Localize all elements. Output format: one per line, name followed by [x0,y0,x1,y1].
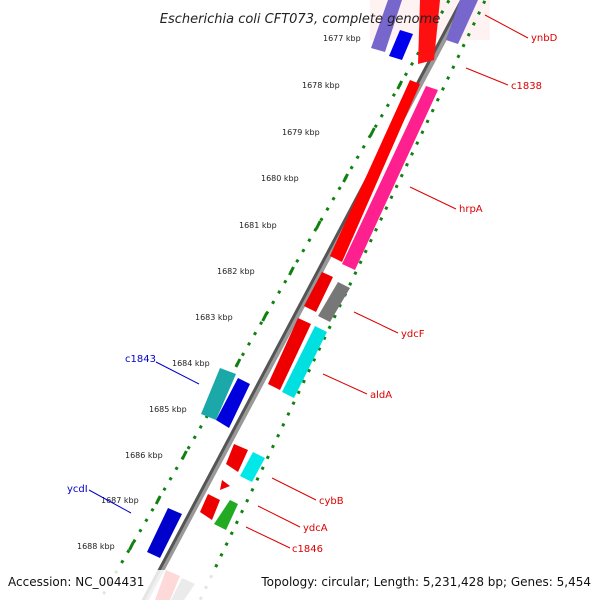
map-title: Escherichia coli CFT073, complete genome [160,12,440,27]
gene-label-ycdI[interactable]: ycdI [67,484,88,495]
gene-label-cybB[interactable]: cybB [319,496,344,507]
gene-block-1 [371,0,402,52]
gene-block-2 [389,30,413,60]
tick-label-1686: 1686 kbp [125,451,163,460]
gene-label-ynbD[interactable]: ynbD [531,33,558,44]
summary-text: Topology: circular; Length: 5,231,428 bp… [260,575,591,589]
leader-cybB [271,477,317,501]
accession-text: Accession: NC_004431 [8,575,144,589]
tick-label-1683: 1683 kbp [195,313,233,322]
tick-label-1679: 1679 kbp [282,128,320,137]
gene-block-3 [418,0,440,64]
tick-mark [396,80,404,90]
gene-label-ydcF[interactable]: ydcF [401,329,425,340]
tick-label-1684: 1684 kbp [172,359,210,368]
gene-block-7 [220,480,230,490]
gene-block-ynbD [446,0,478,44]
leader-aldA [322,373,368,395]
tick-label-1678: 1678 kbp [302,81,340,90]
tick-label-1682: 1682 kbp [217,267,255,276]
tick-label-1688: 1688 kbp [77,542,115,551]
gene-block-4 [304,272,333,312]
leader-hrpA [409,186,457,210]
gene-block-aldA [282,326,327,398]
tick-mark [314,220,322,230]
tick-label-1687: 1687 kbp [101,496,139,505]
tick-label-1677: 1677 kbp [323,34,361,43]
tick-mark [128,541,135,551]
gene-block-hrpA-right [342,86,438,270]
gene-leaders [88,14,529,549]
gene-block-ydcA [214,500,238,530]
gene-block-ycdI [147,508,182,558]
tick-mark [369,127,376,137]
tick-mark [234,358,242,368]
gene-block-c1843-1 [201,368,236,420]
left-ruler-dotted-track [98,0,451,600]
leader-c1846 [245,526,291,549]
tick-label-1680: 1680 kbp [261,174,299,183]
tick-mark [261,312,269,322]
leader-ydcF [353,311,399,334]
gene-block-6 [226,444,248,472]
tick-mark [181,450,188,460]
leader-ydcA [257,505,301,528]
tick-label-1685: 1685 kbp [149,405,187,414]
gene-label-c1846[interactable]: c1846 [292,544,323,555]
right-ruler-dotted-track [198,0,487,600]
gene-labels: ynbD c1838 hrpA ydcF aldA cybB ydcA c184… [67,33,558,555]
gene-block-c1843-2 [216,378,250,428]
gene-label-hrpA[interactable]: hrpA [459,204,483,215]
gene-block-ydcF [318,282,350,322]
gene-block-cybB [240,452,265,482]
gene-block-8 [200,494,220,520]
gene-label-ydcA[interactable]: ydcA [303,523,328,534]
gene-label-c1843[interactable]: c1843 [125,354,156,365]
tick-mark [288,266,295,276]
tick-mark [342,173,349,183]
leader-c1843 [155,361,200,385]
leader-c1838 [465,67,509,86]
tick-labels: 1677 kbp 1678 kbp 1679 kbp 1680 kbp 1681… [77,34,361,551]
gene-label-c1838[interactable]: c1838 [511,81,542,92]
reverse-strand-genes [214,0,478,530]
gene-block-hrpA-left [330,80,420,262]
leader-ynbD [484,14,529,39]
tick-mark [154,495,162,505]
footer-backdrop [0,570,600,600]
leader-ycdI [88,489,132,514]
gene-block-5 [268,318,311,390]
tick-label-1681: 1681 kbp [239,221,277,230]
gene-label-aldA[interactable]: aldA [370,390,392,401]
